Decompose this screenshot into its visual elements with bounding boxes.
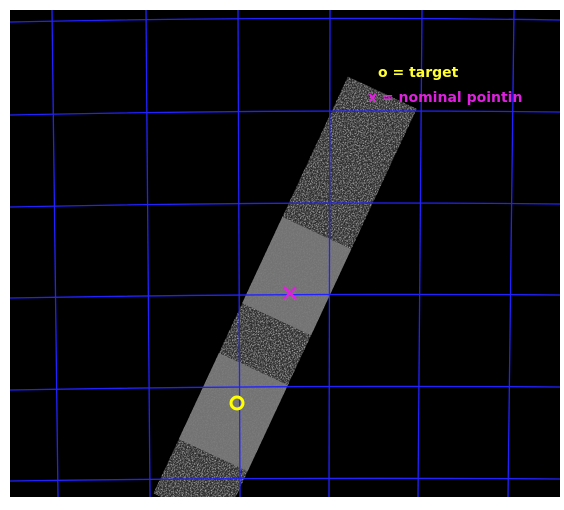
exposure-strip (153, 76, 417, 497)
coordinate-grid (10, 10, 560, 497)
nominal-pointing-marker (283, 286, 297, 300)
bright-segment (242, 217, 352, 336)
legend-target: o = target (378, 65, 459, 81)
target-marker (229, 395, 245, 411)
bright-segment (178, 352, 288, 472)
legend-nominal: x = nominal pointin (368, 90, 522, 106)
